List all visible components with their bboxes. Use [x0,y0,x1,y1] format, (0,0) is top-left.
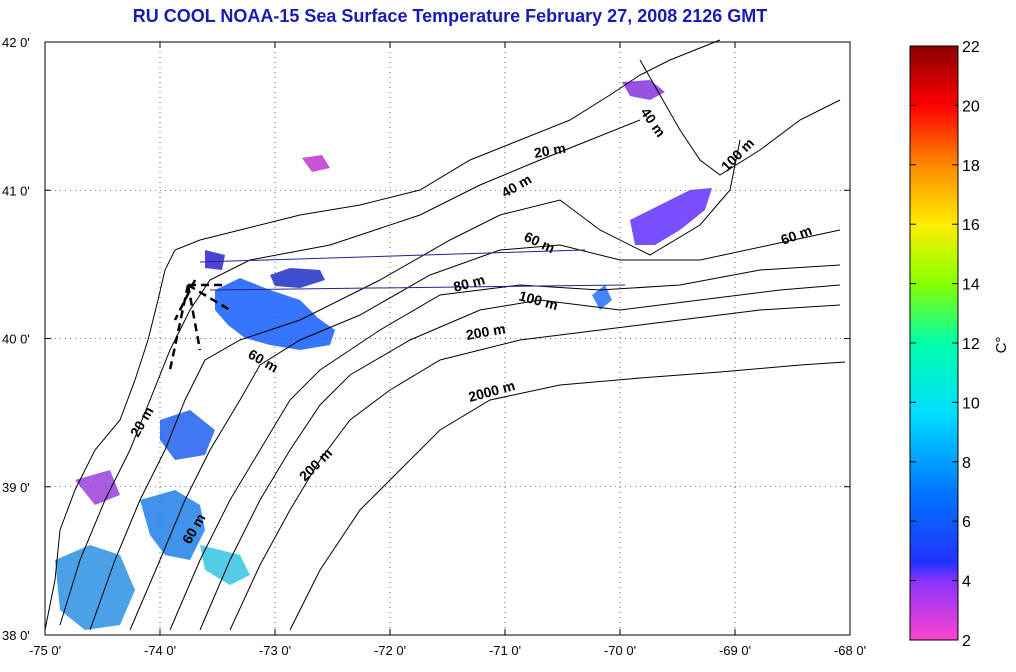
sst-patch-nj-mid [160,410,215,460]
transect-lines [168,279,231,371]
sst-patch-cape-cod [630,188,712,245]
sst-patch-long-island [302,155,330,172]
lon-tick-label: -74 0' [144,643,176,658]
map-grid [45,42,850,635]
colorbar-tick-label: 4 [962,574,971,591]
contour-label: 20 m [127,404,157,440]
lon-tick-label: -70 0' [604,643,636,658]
contour-200m [229,304,841,631]
contour-60m [129,229,841,631]
contour-100m [199,284,841,631]
contour-label: 200 m [296,445,335,484]
colorbar-tick-label: 14 [962,277,980,294]
colorbar-ticks: 22 20 18 16 14 12 10 8 6 4 2 [910,39,980,650]
colorbar-tick-label: 20 [962,98,980,115]
colorbar-tick-label: 18 [962,158,980,175]
contour-80m [169,264,841,631]
colorbar-tick-label: 16 [962,217,980,234]
contour-label: 40 m [638,105,669,140]
contour-label: 200 m [465,320,507,343]
colorbar-unit: C° [993,337,1010,354]
contour-label: 60 m [246,346,282,376]
contour-label: 60 m [779,222,814,248]
longitude-axis: -75 0' -74 0' -73 0' -72 0' -71 0' -70 0' -69 … [29,42,866,658]
lon-tick-label: -68 0' [834,643,866,658]
lon-tick-label: -69 0' [719,643,751,658]
lon-tick-label: -72 0' [374,643,406,658]
map-title: RU COOL NOAA-15 Sea Surface Temperature … [132,6,768,26]
colorbar-tick-label: 6 [962,514,971,531]
contour-2000m [289,361,846,631]
colorbar-tick-label: 8 [962,455,971,472]
lat-tick-label: 42 0' [2,35,30,50]
contour-label: 80 m [452,271,487,295]
coastline [44,39,721,631]
contour-40m [89,139,741,631]
sst-patch-nj-coast [140,490,205,560]
sst-patch-del-bay [75,470,120,505]
bathymetry-contours [44,39,846,631]
colorbar-tick-label: 2 [962,633,971,650]
colorbar-tick-label: 12 [962,336,980,353]
sst-patch-sandy-hook [205,250,225,270]
sst-patch-chesapeake [200,545,250,585]
lat-tick-label: 41 0' [2,183,30,198]
sst-patch-ny-bight [215,278,335,350]
sst-data [55,80,712,630]
contour-label: 100 m [517,287,559,313]
sst-patch-ny-bight-north [270,268,325,288]
contour-label: 100 m [718,135,757,174]
lon-tick-label: -75 0' [29,643,61,658]
contour-gom [639,59,841,176]
colorbar-tick-label: 10 [962,395,980,412]
contour-label: 2000 m [467,377,517,405]
lat-tick-label: 38 0' [2,628,30,643]
lon-tick-label: -71 0' [489,643,521,658]
sst-patch-delmarva [55,545,135,630]
lon-tick-label: -73 0' [259,643,291,658]
lat-tick-label: 40 0' [2,332,30,347]
contour-20m [59,119,641,626]
sst-patch-offshore [592,285,612,310]
contour-label: 20 m [533,140,567,161]
colorbar-tick-label: 22 [962,39,980,56]
colorbar-gradient [909,45,959,641]
colorbar: 22 20 18 16 14 12 10 8 6 4 2 C° [909,39,1010,650]
lat-tick-label: 39 0' [2,480,30,495]
latitude-axis: 42 0' 41 0' 40 0' 39 0' 38 0' [2,35,850,643]
satellite-tracks [199,249,626,291]
